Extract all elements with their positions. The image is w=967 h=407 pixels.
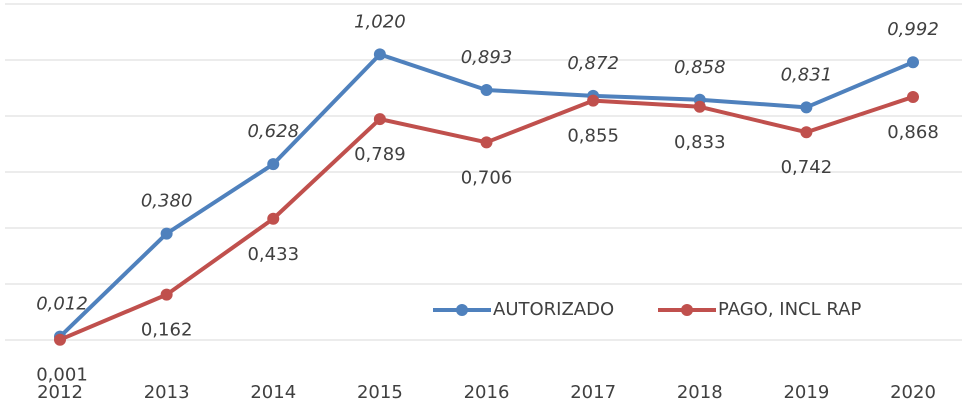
marker (693, 100, 706, 113)
data-label: 0,012 (36, 294, 88, 315)
marker (54, 333, 66, 346)
marker (373, 48, 386, 61)
marker (587, 94, 600, 107)
marker (907, 56, 919, 69)
x-tick-label: 2012 (37, 382, 83, 403)
marker (160, 227, 173, 240)
data-label: 0,858 (674, 57, 726, 78)
legend-marker (681, 304, 693, 316)
data-label: 0,789 (354, 144, 406, 165)
legend-marker (456, 304, 468, 316)
x-tick-label: 2015 (357, 382, 403, 403)
data-label: 1,020 (354, 11, 406, 32)
x-tick-label: 2016 (464, 382, 510, 403)
data-label: 0,628 (247, 121, 299, 142)
data-label: 0,868 (887, 122, 939, 143)
marker (267, 158, 280, 171)
x-tick-label: 2020 (890, 382, 936, 403)
data-label: 0,831 (781, 64, 833, 85)
data-label: 0,433 (247, 244, 299, 265)
data-label: 0,706 (461, 167, 513, 188)
data-label: 0,833 (674, 132, 726, 153)
marker (267, 212, 280, 225)
marker (480, 83, 493, 96)
x-tick-label: 2017 (570, 382, 616, 403)
marker (907, 90, 919, 103)
marker (160, 288, 173, 301)
marker (800, 126, 813, 139)
legend-label: PAGO, INCL RAP (718, 299, 861, 320)
x-tick-label: 2014 (250, 382, 296, 403)
data-label: 0,162 (141, 320, 193, 341)
data-label: 0,001 (36, 365, 88, 386)
data-label: 0,893 (461, 47, 513, 68)
data-label: 0,872 (567, 53, 619, 74)
x-tick-label: 2019 (783, 382, 829, 403)
marker (480, 136, 493, 149)
data-label: 0,380 (141, 191, 193, 212)
x-tick-label: 2018 (677, 382, 723, 403)
data-label: 0,992 (887, 19, 939, 40)
marker (800, 101, 813, 114)
x-tick-label: 2013 (144, 382, 190, 403)
marker (373, 113, 386, 126)
data-label: 0,855 (567, 126, 619, 147)
data-label: 0,742 (781, 157, 833, 178)
legend-label: AUTORIZADO (493, 299, 614, 320)
